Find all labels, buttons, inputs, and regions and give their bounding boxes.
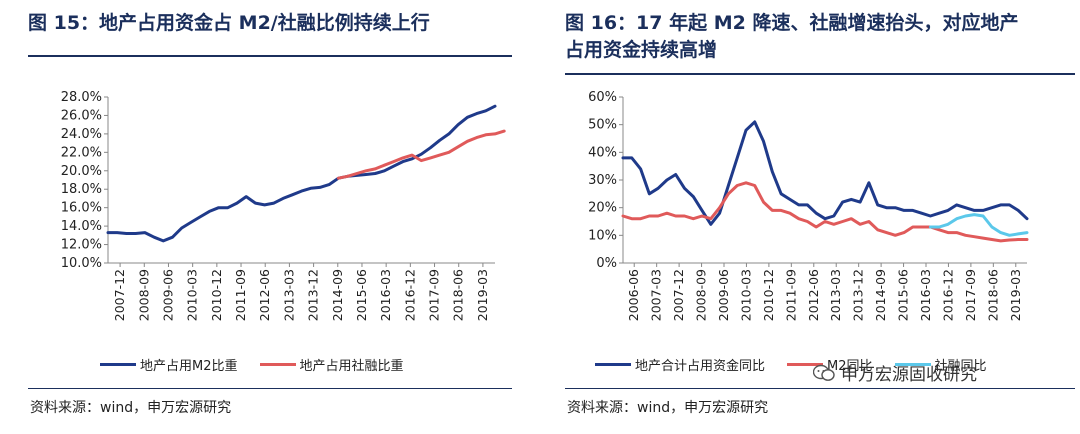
x-tick-label: 2016-12 xyxy=(402,269,417,321)
x-tick-label: 2011-09 xyxy=(233,269,248,321)
x-tick-label: 2009-06 xyxy=(716,269,731,321)
x-tick-label: 2008-09 xyxy=(694,269,709,321)
x-tick-label: 2008-09 xyxy=(136,269,151,321)
legend-swatch xyxy=(595,363,631,366)
title-divider xyxy=(565,73,1075,75)
y-tick-label: 20% xyxy=(588,201,617,216)
right-chart-panel: 图 16：17 年起 M2 降速、社融增速抬头，对应地产 占用资金持续高增 0%… xyxy=(545,0,1080,434)
x-tick-label: 2014-09 xyxy=(873,269,888,321)
title-line-1: 图 16：17 年起 M2 降速、社融增速抬头，对应地产 xyxy=(565,12,1019,34)
legend-label: 地产占用社融比重 xyxy=(299,359,404,374)
legend-swatch xyxy=(259,363,296,366)
x-tick-label: 2019-03 xyxy=(475,269,490,321)
chart-title: 图 16：17 年起 M2 降速、社融增速抬头，对应地产 占用资金持续高增 xyxy=(565,10,1065,64)
legend-label: 社融同比 xyxy=(934,359,987,374)
footer-divider xyxy=(28,388,512,389)
y-tick-label: 14.0% xyxy=(61,219,102,234)
legend-item: 地产占用社融比重 xyxy=(259,355,404,374)
legend: 地产合计占用资金同比 M2同比 社融同比 xyxy=(595,355,1009,374)
source-note: 资料来源：wind，申万宏源研究 xyxy=(30,400,232,416)
x-tick-label: 2010-12 xyxy=(209,269,224,321)
legend-swatch xyxy=(787,363,824,366)
x-tick-label: 2017-09 xyxy=(427,269,442,321)
x-tick-label: 2018-06 xyxy=(451,269,466,321)
title-line-2: 占用资金持续高增 xyxy=(565,39,718,61)
chart-title: 图 15：地产占用资金占 M2/社融比例持续上行 xyxy=(28,12,430,34)
y-tick-label: 30% xyxy=(588,173,617,188)
legend-item: 地产合计占用资金同比 xyxy=(595,355,765,374)
x-tick-label: 2010-03 xyxy=(185,269,200,321)
x-tick-label: 2007-03 xyxy=(649,269,664,321)
legend: 地产占用M2比重 地产占用社融比重 xyxy=(100,355,426,374)
y-tick-label: 26.0% xyxy=(61,108,102,123)
x-tick-label: 2007-12 xyxy=(112,269,127,321)
series-line xyxy=(336,129,506,180)
legend-label: 地产占用M2比重 xyxy=(140,359,238,374)
y-tick-label: 18.0% xyxy=(61,182,102,197)
x-tick-label: 2013-03 xyxy=(828,269,843,321)
title-divider xyxy=(28,55,512,57)
y-tick-label: 50% xyxy=(588,118,617,133)
x-tick-label: 2017-09 xyxy=(963,269,978,321)
x-tick-label: 2007-12 xyxy=(671,269,686,321)
legend-item: 社融同比 xyxy=(894,355,987,374)
x-tick-label: 2015-06 xyxy=(354,269,369,321)
y-tick-label: 20.0% xyxy=(61,164,102,179)
legend-swatch xyxy=(894,363,931,366)
y-tick-label: 10.0% xyxy=(61,256,102,271)
y-tick-label: 28.0% xyxy=(61,90,102,105)
x-tick-label: 2016-03 xyxy=(378,269,393,321)
left-line-chart: 10.0% 12.0% 14.0% 16.0% 18.0% 20.0% 22.0% 24.0%… xyxy=(61,90,506,321)
x-tick-label: 2014-09 xyxy=(330,269,345,321)
x-tick-label: 2013-12 xyxy=(851,269,866,321)
right-line-chart: 0% 10% 20% 30% 40% 50% 60% 2006-06 2007-03 2007-1… xyxy=(588,90,1029,321)
y-tick-label: 12.0% xyxy=(61,238,102,253)
x-tick-label: 2012-06 xyxy=(257,269,272,321)
watermark-text: 申万宏源固收研究 xyxy=(841,365,977,385)
x-tick-label: 2006-06 xyxy=(626,269,641,321)
series-line xyxy=(928,213,1029,237)
x-tick-label: 2011-09 xyxy=(783,269,798,321)
y-tick-label: 40% xyxy=(588,145,617,160)
wechat-icon xyxy=(813,364,835,381)
x-tick-label: 2012-06 xyxy=(806,269,821,321)
x-tick-label: 2010-12 xyxy=(761,269,776,321)
legend-swatch xyxy=(100,363,136,366)
legend-label: 地产合计占用资金同比 xyxy=(635,359,766,374)
series-line xyxy=(106,104,497,243)
x-tick-label: 2013-03 xyxy=(281,269,296,321)
left-chart-panel: 图 15：地产占用资金占 M2/社融比例持续上行 10.0% 12.0% 14.0%… xyxy=(0,0,515,434)
x-tick-label: 2016-03 xyxy=(918,269,933,321)
source-note: 资料来源：wind，申万宏源研究 xyxy=(567,400,769,416)
footer-divider xyxy=(565,388,1075,389)
x-tick-label: 2019-03 xyxy=(1008,269,1023,321)
legend-label: M2同比 xyxy=(827,359,873,374)
y-tick-label: 16.0% xyxy=(61,201,102,216)
watermark: 申万宏源固收研究 xyxy=(813,360,977,385)
x-tick-label: 2013-12 xyxy=(306,269,321,321)
y-tick-label: 24.0% xyxy=(61,127,102,142)
series-line xyxy=(621,120,1029,226)
legend-item: 地产占用M2比重 xyxy=(100,355,238,374)
y-tick-label: 0% xyxy=(596,256,617,271)
y-tick-label: 10% xyxy=(588,228,617,243)
legend-item: M2同比 xyxy=(787,355,873,374)
x-tick-label: 2009-06 xyxy=(160,269,175,321)
y-tick-label: 60% xyxy=(588,90,617,105)
y-tick-label: 22.0% xyxy=(61,145,102,160)
x-tick-label: 2016-12 xyxy=(940,269,955,321)
x-tick-label: 2018-06 xyxy=(985,269,1000,321)
x-tick-label: 2015-06 xyxy=(896,269,911,321)
series-line xyxy=(621,181,1029,243)
x-tick-label: 2010-03 xyxy=(738,269,753,321)
